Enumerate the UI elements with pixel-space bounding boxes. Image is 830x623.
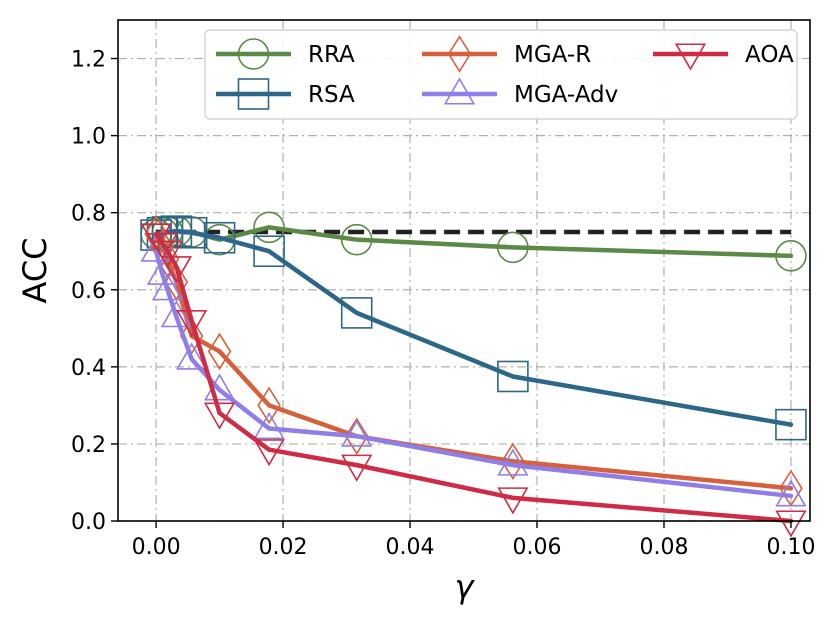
legend-marker	[237, 78, 270, 110]
y-tick-label: 0.8	[71, 202, 106, 227]
legend-item: MGA-R	[422, 35, 591, 73]
y-axis-ticks: 0.0 0.2 0.4 0.6 0.8 1.0 1.2	[71, 48, 118, 535]
series-mga-adv	[140, 234, 807, 507]
y-tick-label: 0.6	[71, 279, 106, 304]
legend: RRA RSA MGA-R MGA-Adv AOA	[204, 29, 798, 120]
data-point	[207, 332, 232, 371]
data-point	[775, 479, 807, 507]
data-point	[253, 439, 285, 467]
plot-frame	[117, 19, 811, 522]
legend-label: RSA	[308, 82, 355, 108]
legend-marker	[237, 38, 270, 70]
x-tick-label: 0.08	[639, 535, 688, 560]
data-point	[160, 300, 193, 328]
legend-item: RRA	[216, 38, 355, 70]
data-point	[497, 360, 529, 393]
x-tick-label: 0.04	[386, 535, 435, 560]
legend-marker	[447, 35, 472, 73]
x-tick-label: 0.02	[259, 535, 308, 560]
x-tick-label: 0.06	[513, 535, 562, 560]
y-tick-label: 0.0	[71, 510, 106, 535]
legend-label: AOA	[745, 42, 794, 68]
data-point	[497, 448, 529, 476]
data-point	[257, 386, 281, 425]
legend-label: MGA-Adv	[514, 82, 618, 108]
data-point	[340, 223, 373, 256]
data-point	[253, 411, 285, 440]
legend-label: MGA-R	[514, 42, 591, 68]
data-point	[341, 454, 373, 482]
y-axis-label: ACC	[16, 237, 54, 303]
data-point	[340, 297, 373, 329]
data-point	[341, 419, 373, 447]
x-axis-label: γ	[455, 568, 476, 606]
data-point	[253, 211, 285, 244]
data-point	[253, 235, 285, 268]
data-point	[497, 487, 529, 515]
series-line	[153, 248, 794, 499]
data-point	[501, 442, 525, 481]
x-tick-label: 0.00	[132, 535, 181, 560]
y-tick-label: 1.2	[71, 48, 106, 73]
data-point	[175, 216, 208, 249]
legend-label: RRA	[308, 42, 355, 68]
data-point	[151, 273, 184, 301]
data-point	[775, 240, 807, 272]
x-tick-label: 0.10	[766, 535, 815, 560]
data-point	[344, 417, 369, 455]
series-line	[153, 231, 794, 524]
series-group	[140, 211, 807, 538]
y-tick-label: 0.2	[71, 433, 106, 458]
x-axis-ticks: 0.00 0.02 0.04 0.06 0.08 0.10	[132, 521, 815, 560]
data-point	[176, 310, 208, 338]
data-point	[775, 408, 807, 441]
data-point	[203, 221, 236, 254]
data-point	[160, 256, 193, 284]
legend-item: MGA-Adv	[422, 77, 618, 108]
data-point	[775, 510, 807, 538]
series-line	[153, 228, 794, 427]
data-point	[151, 240, 184, 268]
y-tick-label: 0.4	[71, 356, 106, 381]
series-aoa	[140, 223, 807, 538]
legend-item: AOA	[653, 42, 794, 71]
legend-marker	[674, 43, 707, 71]
legend-item: RSA	[216, 78, 355, 110]
data-point	[176, 342, 208, 370]
legend-box	[204, 29, 798, 120]
data-point	[497, 231, 529, 264]
data-point	[203, 402, 236, 430]
y-tick-label: 1.0	[71, 125, 106, 150]
legend-marker	[443, 77, 476, 105]
